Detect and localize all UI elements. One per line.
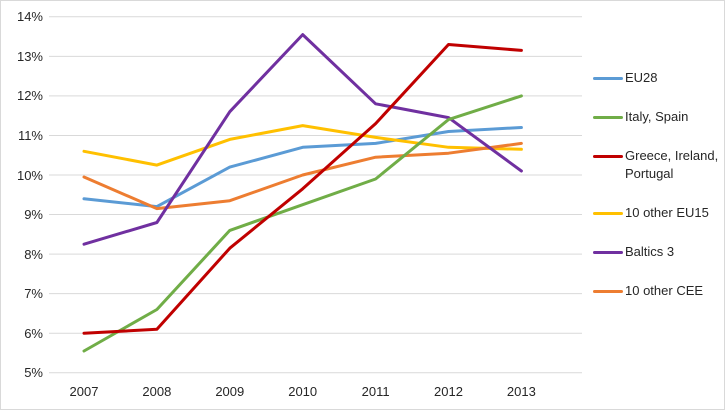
legend-label: Italy, Spain <box>625 109 689 124</box>
y-axis-tick-label: 10% <box>16 167 43 183</box>
legend-label: Greece, Ireland, Portugal <box>625 148 719 181</box>
legend-label: 10 other CEE <box>625 283 704 298</box>
series-line-10-other-cee <box>82 141 523 211</box>
legend-item-10-other-eu15: 10 other EU15 <box>593 204 724 222</box>
y-axis-tick-label: 6% <box>24 325 43 341</box>
legend-label: Baltics 3 <box>625 244 675 259</box>
y-axis-tick-label: 11% <box>17 127 43 143</box>
series-line-eu28 <box>82 126 523 209</box>
y-axis-tick-label: 8% <box>24 246 43 262</box>
legend-line-swatch <box>593 116 623 119</box>
y-axis-tick-label: 12% <box>16 88 43 104</box>
legend-label: EU28 <box>625 70 658 85</box>
y-axis-tick-label: 9% <box>24 207 43 223</box>
legend-line-swatch <box>593 290 623 293</box>
y-axis-tick-label: 5% <box>24 365 43 381</box>
x-axis-tick-label: 2010 <box>288 384 318 399</box>
legend-item-greece-ireland-portugal: Greece, Ireland, Portugal <box>593 147 724 183</box>
x-axis-tick-label: 2008 <box>142 384 172 399</box>
y-axis-tick-label: 7% <box>24 286 43 302</box>
series-line-10-other-eu15 <box>82 124 523 167</box>
legend-line-swatch <box>593 155 623 158</box>
legend-line-swatch <box>593 77 623 80</box>
legend-item-10-other-cee: 10 other CEE <box>593 282 724 300</box>
x-axis-tick-label: 2009 <box>215 384 245 399</box>
legend-item-eu28: EU28 <box>593 69 724 87</box>
chart-legend: EU28 Italy, Spain Greece, Ireland, Portuga… <box>593 69 724 321</box>
series-line-italy-spain <box>82 94 523 353</box>
series-line-greece-ireland-portugal <box>82 43 523 335</box>
x-axis-tick-label: 2011 <box>361 384 390 399</box>
legend-item-italy-spain: Italy, Spain <box>593 108 724 126</box>
y-axis-tick-label: 13% <box>16 48 43 64</box>
legend-item-baltics-3: Baltics 3 <box>593 243 724 261</box>
legend-line-swatch <box>593 251 623 254</box>
legend-line-swatch <box>593 212 623 215</box>
x-axis-tick-label: 2012 <box>434 384 463 399</box>
series-line-baltics-3 <box>82 33 523 246</box>
y-axis-tick-label: 14% <box>16 9 43 25</box>
legend-label: 10 other EU15 <box>625 205 709 220</box>
x-axis-tick-label: 2007 <box>69 384 99 399</box>
x-axis-tick-label: 2013 <box>506 384 536 399</box>
